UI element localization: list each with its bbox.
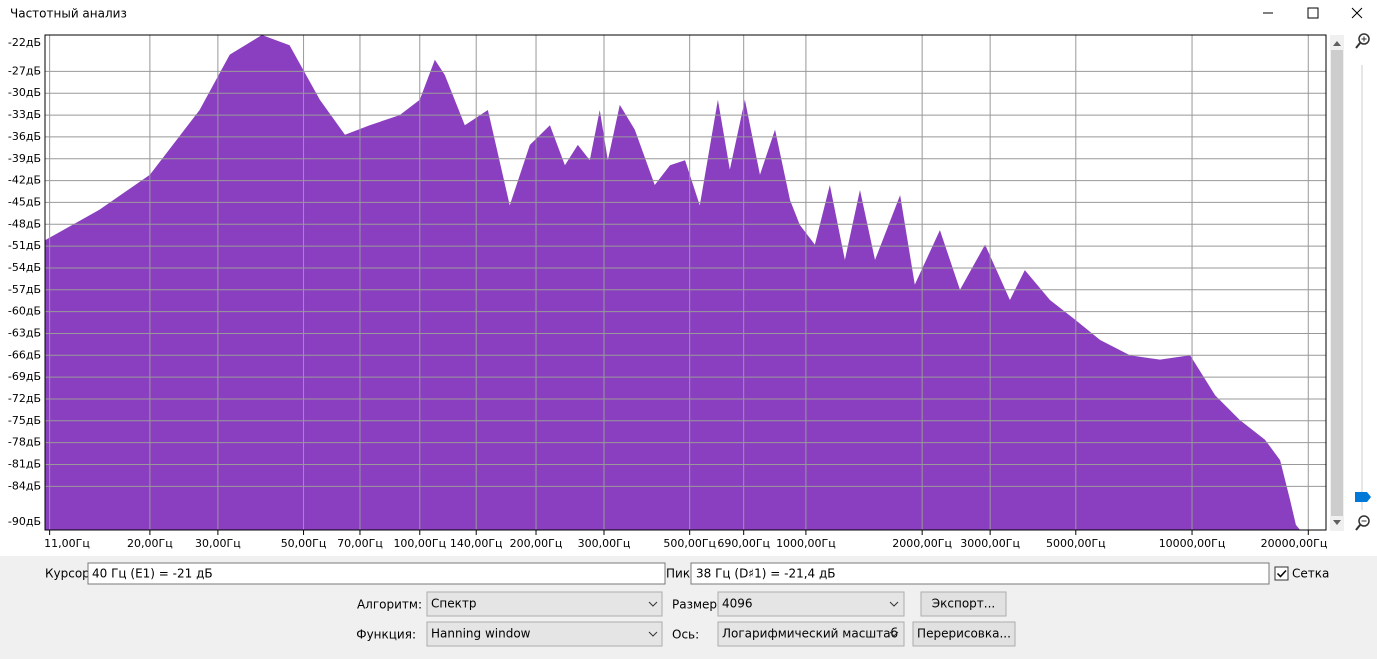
title-bar: [0, 0, 1377, 30]
x-tick-label: 200,00Гц: [510, 537, 563, 550]
x-tick-label: 3000,00Гц: [960, 537, 1020, 550]
function-dropdown[interactable]: [426, 621, 663, 647]
x-tick-label: 11,00Гц: [44, 537, 90, 550]
y-tick-label: -57дБ: [8, 283, 41, 296]
function-value: Hanning window: [431, 627, 531, 641]
scrollbar-thumb[interactable]: [1331, 50, 1343, 516]
y-tick-label: -39дБ: [8, 152, 41, 165]
grid-label: Сетка: [1292, 567, 1329, 581]
x-tick-label: 20,00Гц: [127, 537, 173, 550]
y-tick-label: -36дБ: [8, 130, 41, 143]
peak-field[interactable]: [690, 562, 1270, 585]
y-tick-label: -66дБ: [8, 348, 41, 361]
zoom-slider-thumb[interactable]: [1355, 492, 1371, 502]
y-tick-label: -42дБ: [8, 174, 41, 187]
peak-value: 38 Гц (D♯1) = -21,4 дБ: [696, 567, 836, 581]
peak-label: Пик:: [666, 567, 694, 581]
redraw-button-label: Перерисовка...: [917, 627, 1011, 641]
close-button[interactable]: [1351, 7, 1363, 19]
axis-dropdown[interactable]: [717, 621, 905, 647]
y-tick-label: -51дБ: [8, 239, 41, 252]
x-tick-label: 50,00Гц: [281, 537, 327, 550]
redraw-button[interactable]: [912, 621, 1016, 647]
cursor-field[interactable]: [87, 562, 666, 585]
grid-checkbox[interactable]: [1274, 566, 1289, 581]
size-label: Размер:: [672, 598, 721, 612]
x-tick-label: 5000,00Гц: [1046, 537, 1106, 550]
y-tick-label: -75дБ: [8, 414, 41, 427]
y-tick-label: -22дБ: [8, 36, 41, 49]
x-tick-label: 140,00Гц: [450, 537, 503, 550]
algorithm-label: Алгоритм:: [357, 598, 422, 612]
x-tick-label: 690,00Гц: [717, 537, 770, 550]
dropdown-arrow: [648, 601, 658, 607]
algorithm-value: Спектр: [431, 597, 476, 611]
zoom-out[interactable]: [1355, 515, 1370, 531]
y-tick-label: -48дБ: [8, 217, 41, 230]
dropdown-arrow: [889, 601, 899, 607]
size-value: 4096: [722, 597, 753, 611]
cursor-label: Курсор:: [45, 567, 94, 581]
maximize-button[interactable]: [1307, 7, 1319, 19]
x-tick-label: 100,00Гц: [393, 537, 446, 550]
export-button-label: Экспорт...: [932, 597, 995, 611]
zoom-in[interactable]: [1355, 33, 1370, 49]
y-tick-label: -54дБ: [8, 261, 41, 274]
y-tick-label: -72дБ: [8, 392, 41, 405]
scroll-down[interactable]: [1333, 520, 1341, 525]
x-tick-label: 10000,00Гц: [1159, 537, 1226, 550]
axis-value: Логарифмический масштаб: [722, 627, 898, 641]
y-tick-label: -84дБ: [8, 479, 41, 492]
x-tick-label: 70,00Гц: [337, 537, 383, 550]
y-tick-label: -81дБ: [8, 457, 41, 470]
dropdown-arrow: [889, 631, 899, 637]
x-tick-label: 2000,00Гц: [892, 537, 952, 550]
x-tick-label: 500,00Гц: [663, 537, 716, 550]
cursor-value: 40 Гц (E1) = -21 дБ: [92, 567, 213, 581]
plot-border: [44, 34, 1327, 531]
export-button[interactable]: [920, 591, 1007, 617]
y-tick-label: -69дБ: [8, 370, 41, 383]
size-dropdown[interactable]: [717, 591, 905, 617]
y-tick-label: -33дБ: [8, 108, 41, 121]
y-tick-label: -90дБ: [8, 515, 41, 528]
y-tick-label: -60дБ: [8, 305, 41, 318]
x-tick-label: 30,00Гц: [195, 537, 241, 550]
y-tick-label: -78дБ: [8, 436, 41, 449]
y-tick-label: -45дБ: [8, 195, 41, 208]
y-tick-label: -63дБ: [8, 326, 41, 339]
x-tick-label: 300,00Гц: [578, 537, 631, 550]
window-title: Частотный анализ: [10, 7, 127, 21]
y-tick-label: -27дБ: [8, 64, 41, 77]
function-label: Функция:: [356, 628, 416, 642]
axis-label: Ось:: [672, 628, 699, 642]
y-tick-label: -30дБ: [8, 86, 41, 99]
dropdown-arrow: [648, 631, 658, 637]
x-tick-label: 1000,00Гц: [776, 537, 836, 550]
algorithm-dropdown[interactable]: [426, 591, 663, 617]
x-tick-label: 20000,00Гц: [1261, 537, 1328, 550]
checkbox-check: [1276, 569, 1287, 578]
scroll-up[interactable]: [1333, 41, 1341, 46]
plot: -22дБ -27дБ -30дБ -33дБ -36дБ -39дБ -42дБ -45дБ…: [8, 34, 1328, 550]
